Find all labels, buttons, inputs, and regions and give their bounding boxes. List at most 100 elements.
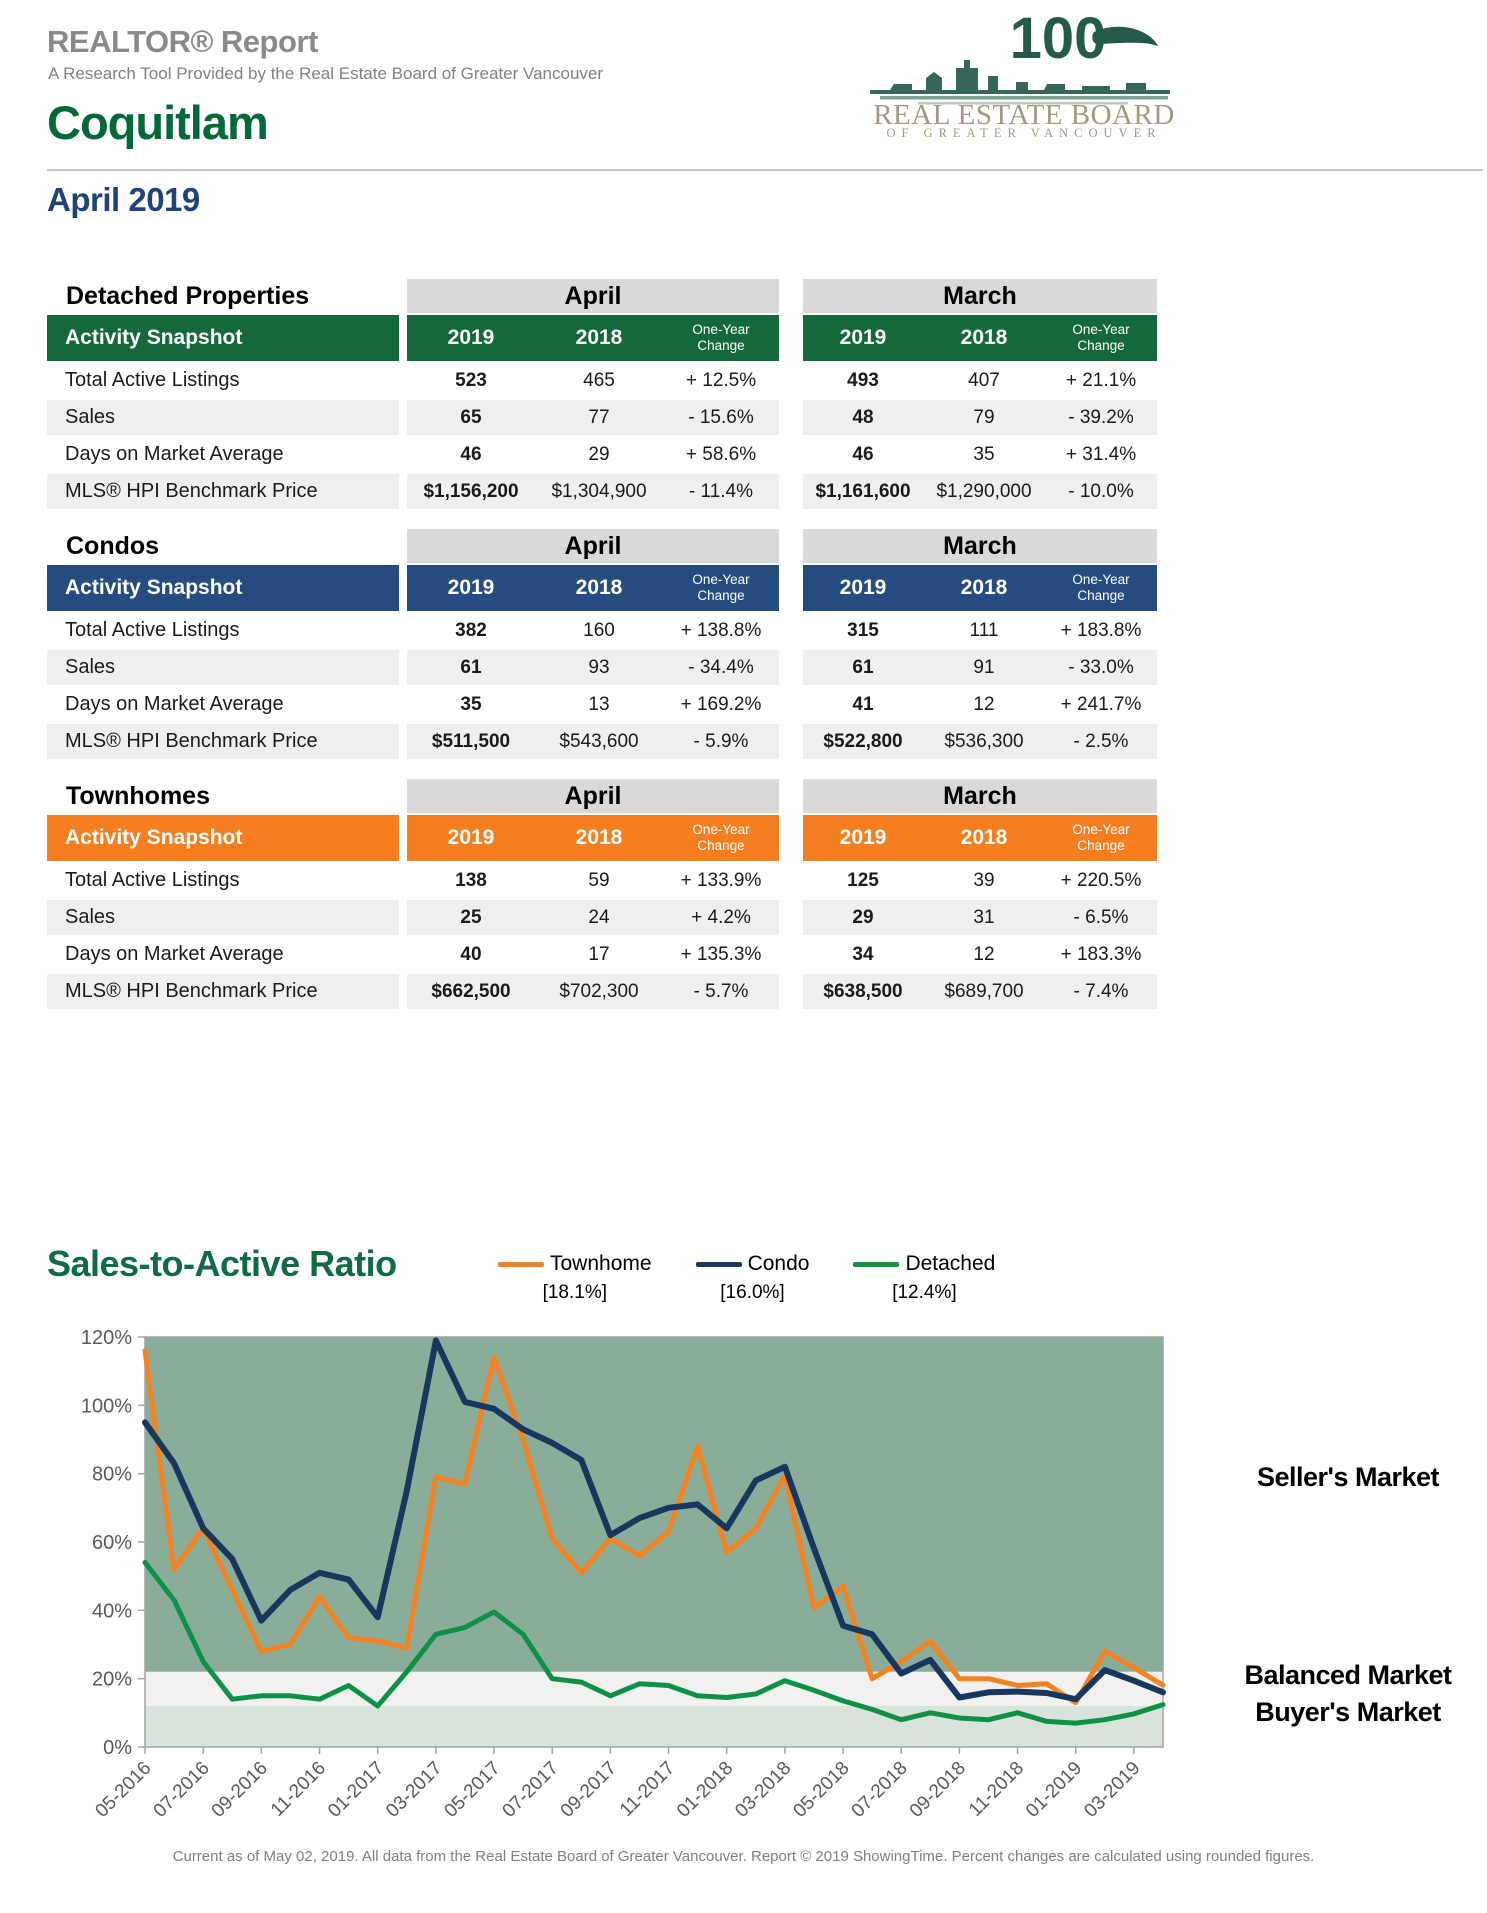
x-tick-label: 09-2018 — [906, 1758, 970, 1822]
table-row-condos-0-march-change-value: + 183.8% — [1045, 613, 1157, 648]
x-tick-label: 01-2017 — [324, 1758, 388, 1822]
y-tick-label: 60% — [92, 1532, 132, 1554]
table-row-condos-3-april-change-value: - 5.9% — [663, 724, 779, 759]
x-tick-label: 07-2017 — [499, 1758, 563, 1822]
table-row-townhomes-3-april-2018-value: $702,300 — [535, 974, 663, 1009]
series-line-detached — [142, 1560, 1166, 1726]
header-april-2019: 2019 — [407, 815, 535, 861]
table-row-condos-0-april-change-value: + 138.8% — [663, 613, 779, 648]
x-tick-label: 05-2018 — [789, 1758, 853, 1822]
section-title-condos: Condos — [66, 531, 160, 560]
y-tick-label: 100% — [81, 1395, 132, 1417]
table-row-detached-2-label: Days on Market Average — [47, 437, 399, 472]
market-label-balanced: Balanced Market — [1244, 1660, 1452, 1690]
table-row-townhomes-1-april-2018-value: 24 — [535, 900, 663, 935]
table-row-detached-3-april-2019-value: $1,156,200 — [407, 474, 535, 509]
table-row-detached-0-april-change-value: + 12.5% — [663, 363, 779, 398]
header-activity-snapshot: Activity Snapshot — [47, 815, 399, 861]
header-april-2019: 2019 — [407, 315, 535, 361]
table-condos: Condos April March Activity Snapshot 2019 201… — [47, 529, 1157, 759]
table-row-townhomes-0-march-change-value: + 220.5% — [1045, 863, 1157, 898]
table-row-condos-1-label: Sales — [47, 650, 399, 685]
table-row-detached-1-label: Sales — [47, 400, 399, 435]
table-row-detached-0-april-2019-value: 523 — [407, 363, 535, 398]
section-title-detached: Detached Properties — [66, 281, 310, 310]
table-row-townhomes-2-march-2019-value: 34 — [803, 937, 923, 972]
page-title-area: Coquitlam — [47, 96, 269, 149]
column-group-march: March — [803, 529, 1157, 563]
table-row-condos-2-march-2018-value: 12 — [923, 687, 1045, 722]
column-group-april: April — [407, 279, 779, 313]
x-tick-label: 09-2016 — [208, 1758, 272, 1822]
table-row-condos-0-april-2019-value: 382 — [407, 613, 535, 648]
table-row-townhomes-1-march-change-value: - 6.5% — [1045, 900, 1157, 935]
x-tick-label: 03-2017 — [382, 1758, 446, 1822]
x-tick-label: 11-2018 — [965, 1758, 1028, 1821]
band-sellers — [145, 1337, 1163, 1672]
legend-current-ratio: [18.1%] — [542, 1282, 607, 1303]
table-row-townhomes-1-april-change-value: + 4.2% — [663, 900, 779, 935]
header-change-text: One-Year Change — [1072, 821, 1130, 853]
table-row-townhomes-0-march-2019-value: 125 — [803, 863, 923, 898]
legend-label: Detached — [905, 1252, 996, 1275]
y-tick-label: 20% — [92, 1669, 132, 1691]
header-april-one-year-change: One-Year Change — [663, 315, 779, 361]
legend-current-ratio: [16.0%] — [720, 1282, 785, 1303]
legend-item-condo: Condo [16.0%] — [695, 1252, 809, 1304]
table-row-townhomes-0-april-2018-value: 59 — [535, 863, 663, 898]
header-march-2019: 2019 — [803, 565, 923, 611]
column-group-march: March — [803, 779, 1157, 813]
table-row-detached-1-march-change-value: - 39.2% — [1045, 400, 1157, 435]
header-march-2018: 2018 — [923, 315, 1045, 361]
footer-note: Current as of May 02, 2019. All data fro… — [172, 1848, 1315, 1865]
table-row-condos-0-label: Total Active Listings — [47, 613, 399, 648]
chart-legend: Townhome [18.1%] Condo [16.0%] Detached [12.4… — [498, 1252, 995, 1304]
header-change-text: One-Year Change — [1072, 321, 1130, 353]
table-row-condos-3-label: MLS® HPI Benchmark Price — [47, 724, 399, 759]
y-tick-label: 80% — [92, 1464, 132, 1486]
table-row-townhomes-1-april-2019-value: 25 — [407, 900, 535, 935]
header-april-2018: 2018 — [535, 315, 663, 361]
table-row-detached-3-march-2019-value: $1,161,600 — [803, 474, 923, 509]
x-tick-label: 05-2016 — [91, 1758, 155, 1822]
table-row-townhomes-0-april-change-value: + 133.9% — [663, 863, 779, 898]
x-tick-label: 03-2018 — [731, 1758, 795, 1822]
band-buyers — [145, 1706, 1163, 1747]
table-row-detached-1-april-2018-value: 77 — [535, 400, 663, 435]
table-row-detached-1-april-2019-value: 65 — [407, 400, 535, 435]
table-row-condos-3-march-2018-value: $536,300 — [923, 724, 1045, 759]
legend-item-townhome: Townhome [18.1%] — [498, 1252, 652, 1304]
table-row-condos-1-april-change-value: - 34.4% — [663, 650, 779, 685]
logo-line1: REAL ESTATE BOARD — [873, 99, 1175, 131]
table-detached: Detached Properties April March Activity Sn… — [47, 279, 1157, 509]
chart-title: Sales-to-Active Ratio — [47, 1243, 397, 1284]
header-april-one-year-change: One-Year Change — [663, 815, 779, 861]
table-row-condos-2-march-2019-value: 41 — [803, 687, 923, 722]
table-row-condos-3-april-2018-value: $543,600 — [535, 724, 663, 759]
header-change-text: One-Year Change — [692, 821, 750, 853]
table-row-condos-1-march-change-value: - 33.0% — [1045, 650, 1157, 685]
legend-line-swatch-townhome — [498, 1261, 544, 1267]
logo-100-badge: 100 — [1010, 6, 1107, 71]
table-row-townhomes-0-march-2018-value: 39 — [923, 863, 1045, 898]
table-row-townhomes-1-march-2018-value: 31 — [923, 900, 1045, 935]
sales-to-active-ratio-chart: 0%20%40%60%80%100%120%05-201607-201609-2… — [81, 1327, 1166, 1822]
legend-item-detached: Detached [12.4%] — [853, 1252, 995, 1304]
header-change-text: One-Year Change — [1072, 571, 1130, 603]
column-group-april: April — [407, 529, 779, 563]
x-tick-label: 11-2016 — [267, 1758, 330, 1821]
table-row-townhomes-2-march-2018-value: 12 — [923, 937, 1045, 972]
rebgv-logo-skyline-icon: 100 — [870, 6, 1170, 105]
header-march-one-year-change: One-Year Change — [1045, 815, 1157, 861]
x-tick-label: 07-2016 — [150, 1758, 214, 1822]
header-april-2019: 2019 — [407, 565, 535, 611]
table-row-townhomes-3-march-2018-value: $689,700 — [923, 974, 1045, 1009]
report-subtitle: A Research Tool Provided by the Real Est… — [48, 64, 604, 83]
table-row-detached-3-march-change-value: - 10.0% — [1045, 474, 1157, 509]
table-row-detached-2-march-2018-value: 35 — [923, 437, 1045, 472]
header-april-one-year-change: One-Year Change — [663, 565, 779, 611]
report-period: April 2019 — [47, 181, 200, 218]
x-tick-label: 01-2019 — [1022, 1758, 1086, 1822]
column-group-march: March — [803, 279, 1157, 313]
table-row-detached-3-label: MLS® HPI Benchmark Price — [47, 474, 399, 509]
